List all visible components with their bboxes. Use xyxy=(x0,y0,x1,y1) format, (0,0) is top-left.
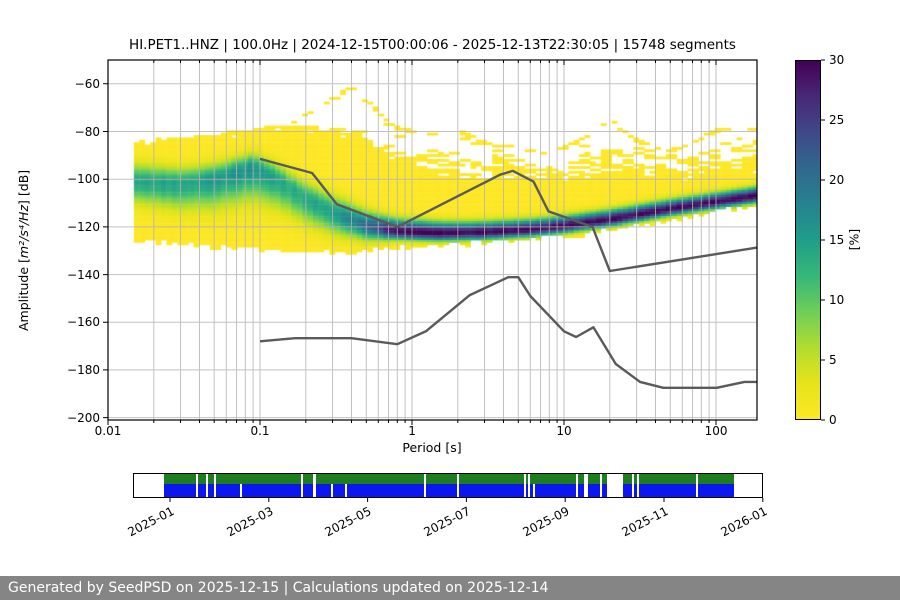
coverage-gap xyxy=(523,474,526,497)
footer-bar: Generated by SeedPSD on 2025-12-15 | Cal… xyxy=(0,576,900,600)
colorbar-tick-label: 0 xyxy=(829,413,837,427)
colorbar-tick-label: 15 xyxy=(829,233,845,247)
coverage-gap xyxy=(195,474,198,497)
data-gap xyxy=(331,484,334,497)
colorbar-tick-label: 30 xyxy=(829,53,845,67)
colorbar-label: [%] xyxy=(846,228,862,251)
x-tick-label: 0.01 xyxy=(94,424,122,438)
coverage-gap xyxy=(696,474,699,497)
timeline-tick-label: 2026-01 xyxy=(718,504,770,540)
plot-title: HI.PET1..HNZ | 100.0Hz | 2024-12-15T00:0… xyxy=(129,37,736,53)
y-tick-label: −160 xyxy=(67,315,100,330)
y-axis-label: Amplitude [m²/s⁴/Hz] [dB] xyxy=(16,170,31,331)
x-tick-label: 0.1 xyxy=(250,424,270,438)
data-coverage-bar xyxy=(164,484,735,497)
coverage-gap xyxy=(637,474,640,497)
timeline-tick-label: 2025-09 xyxy=(520,504,572,540)
coverage-gap xyxy=(214,474,216,497)
x-axis-label: Period [s] xyxy=(402,440,462,455)
colorbar-tick-label: 5 xyxy=(829,353,837,367)
y-axis-label-prefix: Amplitude [ xyxy=(16,258,31,331)
colorbar xyxy=(795,60,821,420)
coverage-gap xyxy=(599,474,602,497)
coverage-gap xyxy=(576,474,579,497)
psd-coverage-bar xyxy=(164,474,735,484)
coverage-gap xyxy=(631,474,634,497)
timeline-tick-label: 2025-03 xyxy=(224,504,276,540)
colorbar-tick-label: 20 xyxy=(829,173,845,187)
coverage-gap xyxy=(300,474,303,497)
footer-text: Generated by SeedPSD on 2025-12-15 | Cal… xyxy=(8,580,549,596)
coverage-gap xyxy=(312,474,316,497)
colorbar-tick-label: 25 xyxy=(829,113,845,127)
coverage-gap xyxy=(606,474,611,497)
coverage-gap xyxy=(205,474,208,497)
x-tick-label: 1 xyxy=(408,424,416,438)
x-tick-label: 10 xyxy=(556,424,572,438)
coverage-gap xyxy=(583,474,588,497)
coverage-gap xyxy=(528,474,530,497)
y-tick-label: −60 xyxy=(74,76,100,91)
y-tick-label: −120 xyxy=(67,219,100,234)
coverage-gap xyxy=(457,474,460,497)
y-axis-label-unit: m²/s⁴/Hz xyxy=(16,204,31,259)
coverage-gap xyxy=(611,474,623,497)
y-tick-label: −80 xyxy=(74,124,100,139)
timeline-tick-label: 2025-05 xyxy=(322,504,374,540)
coverage-timeline xyxy=(133,473,763,498)
data-gap xyxy=(240,484,243,497)
colorbar-tick-label: 10 xyxy=(829,293,845,307)
ppsd-heatmap xyxy=(108,60,757,420)
x-tick-label: 100 xyxy=(704,424,728,438)
coverage-gap xyxy=(424,474,427,497)
y-axis-label-suffix: ] [dB] xyxy=(16,169,31,205)
data-gap xyxy=(345,484,348,497)
timeline-tick-label: 2025-07 xyxy=(421,504,473,540)
y-tick-label: −100 xyxy=(67,172,100,187)
y-tick-label: −180 xyxy=(67,362,100,377)
data-gap xyxy=(533,484,536,497)
timeline-tick-label: 2025-01 xyxy=(125,504,177,540)
y-tick-label: −140 xyxy=(67,267,100,282)
y-tick-label: −200 xyxy=(67,410,100,425)
timeline-tick-label: 2025-11 xyxy=(619,504,671,540)
